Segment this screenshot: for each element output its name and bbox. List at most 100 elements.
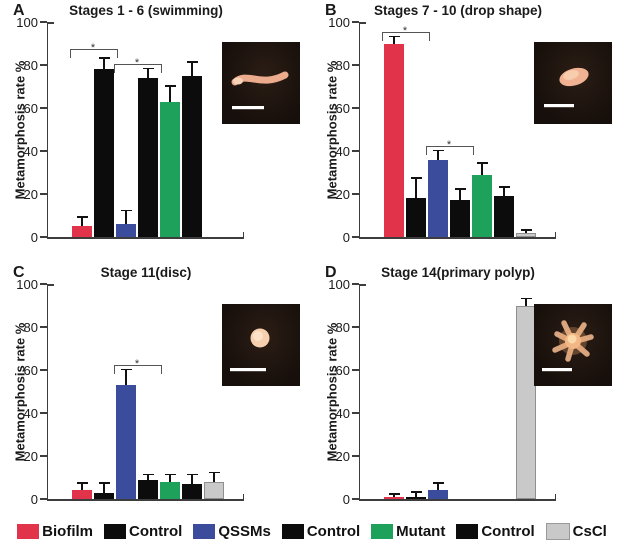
legend-item: Biofilm bbox=[17, 523, 93, 540]
y-tick-label: 40 bbox=[23, 144, 38, 159]
y-tick-mark bbox=[352, 455, 359, 457]
error-bar-cap bbox=[76, 216, 88, 218]
y-tick-mark bbox=[352, 498, 359, 500]
scale-bar bbox=[230, 368, 266, 372]
error-bar bbox=[169, 475, 171, 482]
legend-swatch-control bbox=[456, 524, 479, 539]
error-bar-cap bbox=[476, 162, 488, 164]
y-tick-mark bbox=[352, 193, 359, 195]
inset-photo-primary-polyp bbox=[534, 304, 612, 386]
primary-polyp-illustration bbox=[542, 320, 594, 372]
bar-biofilm bbox=[384, 496, 404, 499]
y-axis-end-tick bbox=[48, 284, 54, 286]
y-axis-end-tick bbox=[48, 22, 54, 24]
error-bar bbox=[459, 189, 461, 201]
y-tick-label: 0 bbox=[30, 230, 38, 245]
y-tick-mark bbox=[352, 326, 359, 328]
error-bar bbox=[81, 483, 83, 491]
error-bar-cap bbox=[520, 229, 532, 231]
legend-item: Control bbox=[456, 523, 535, 540]
bar-control bbox=[406, 198, 426, 237]
error-bar-cap bbox=[98, 57, 110, 59]
y-tick-label: 40 bbox=[23, 406, 38, 421]
y-axis-line bbox=[46, 22, 48, 239]
bar-qssms bbox=[428, 159, 448, 237]
y-tick-label: 20 bbox=[335, 449, 350, 464]
scale-bar bbox=[542, 368, 572, 372]
legend-label: Control bbox=[481, 523, 535, 540]
error-bar bbox=[525, 230, 527, 233]
legend-swatch-control bbox=[104, 524, 126, 539]
bar-qssms bbox=[116, 224, 136, 237]
y-tick-label: 80 bbox=[23, 58, 38, 73]
error-bar-cap bbox=[432, 149, 444, 151]
y-tick-mark bbox=[40, 236, 47, 238]
legend-item: Control bbox=[104, 523, 182, 540]
error-bar bbox=[213, 473, 215, 482]
bar-cscl bbox=[204, 481, 224, 499]
disc-larva-illustration bbox=[230, 328, 270, 372]
y-tick-mark bbox=[40, 150, 47, 152]
plot-area: 0 20 40 60 80 100 bbox=[328, 277, 556, 507]
bar-cscl bbox=[516, 305, 536, 499]
y-tick-mark bbox=[40, 107, 47, 109]
error-bar-cap bbox=[186, 473, 198, 476]
y-tick-label: 100 bbox=[16, 277, 38, 292]
y-axis-line bbox=[46, 284, 48, 501]
y-tick-label: 40 bbox=[335, 144, 350, 159]
legend-item: QSSMs bbox=[193, 523, 271, 540]
y-tick-label: 0 bbox=[342, 230, 350, 245]
figure-legend: Biofilm Control QSSMs Control Mutant Control C… bbox=[0, 523, 624, 540]
error-bar bbox=[437, 151, 439, 160]
legend-label: Biofilm bbox=[42, 523, 93, 540]
bar-biofilm bbox=[72, 490, 92, 499]
error-bar bbox=[147, 475, 149, 480]
bar-qssms bbox=[116, 385, 136, 499]
error-bar bbox=[415, 492, 417, 497]
y-tick-mark bbox=[40, 326, 47, 328]
panel-b: B Stages 7 - 10 (drop shape) Metamorphos… bbox=[312, 0, 624, 262]
error-bar-cap bbox=[208, 471, 220, 474]
bar-qssms bbox=[428, 490, 448, 499]
bar-control bbox=[138, 479, 158, 499]
bar-control bbox=[182, 75, 202, 237]
y-tick-mark bbox=[352, 64, 359, 66]
error-bar-cap bbox=[498, 186, 510, 188]
significance-bracket bbox=[382, 31, 430, 41]
error-bar bbox=[81, 217, 83, 227]
error-bar-cap bbox=[120, 209, 132, 212]
error-bar bbox=[125, 370, 127, 386]
significance-star: * bbox=[446, 138, 452, 151]
y-tick-label: 80 bbox=[23, 320, 38, 335]
y-tick-label: 20 bbox=[335, 187, 350, 202]
panel-letter: B bbox=[325, 2, 337, 19]
bar-control bbox=[182, 483, 202, 499]
scale-bar bbox=[544, 104, 574, 108]
error-bar-cap bbox=[186, 61, 198, 63]
legend-item: Control bbox=[281, 523, 361, 540]
x-axis-line bbox=[358, 237, 556, 239]
x-axis-line bbox=[358, 499, 556, 501]
y-tick-mark bbox=[352, 150, 359, 152]
bar-control bbox=[494, 196, 514, 237]
legend-item: Mutant bbox=[371, 523, 445, 540]
error-bar-cap bbox=[388, 35, 400, 38]
y-tick-label: 60 bbox=[23, 363, 38, 378]
legend-swatch-mutant bbox=[371, 524, 394, 539]
y-tick-mark bbox=[352, 412, 359, 414]
y-tick-label: 0 bbox=[30, 492, 38, 507]
significance-bracket bbox=[114, 364, 162, 374]
bar-control bbox=[94, 492, 114, 499]
y-tick-mark bbox=[40, 455, 47, 457]
y-axis-label: Metamorphosis rate % bbox=[324, 322, 340, 462]
y-tick-mark bbox=[40, 64, 47, 66]
bar-biofilm bbox=[72, 226, 92, 237]
error-bar bbox=[103, 58, 105, 70]
error-bar bbox=[393, 37, 395, 44]
y-tick-mark bbox=[352, 369, 359, 371]
error-bar-cap bbox=[410, 177, 422, 179]
swimming-larva-illustration bbox=[231, 71, 289, 110]
y-tick-label: 100 bbox=[328, 15, 350, 30]
legend-label: Control bbox=[306, 523, 361, 540]
x-axis-line bbox=[46, 499, 244, 501]
